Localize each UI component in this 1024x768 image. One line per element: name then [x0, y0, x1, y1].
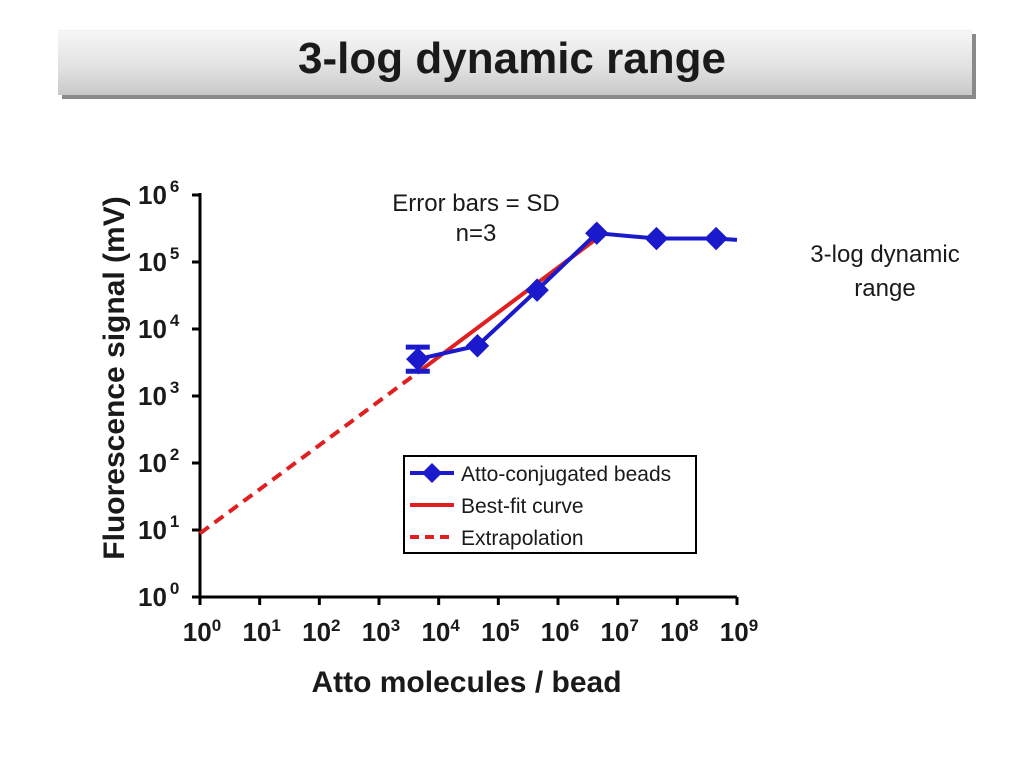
x-tick-label: 109 [720, 616, 758, 647]
legend-label: Atto-conjugated beads [461, 463, 671, 486]
x-tick-label: 105 [481, 616, 519, 647]
data-point-diamond [585, 221, 609, 245]
data-point-diamond [644, 226, 669, 251]
y-tick-label: 10 2 [138, 445, 179, 478]
axes: 100 101 102 103 104 105 106 107 108 109 10 0 10 1 10 2 1… [138, 177, 758, 647]
legend-entry: Extrapolation [410, 527, 584, 550]
annotation-line: Error bars = SD [392, 190, 559, 217]
x-tick-label: 108 [660, 616, 698, 647]
y-tick-label: 10 4 [138, 311, 180, 344]
data-point-diamond [465, 334, 490, 358]
legend-label: Best-fit curve [461, 495, 584, 518]
y-tick-label: 10 3 [138, 378, 179, 411]
chart-labels: Atto molecules / bead Fluorescence signal… [98, 190, 622, 699]
x-tick-label: 101 [242, 616, 280, 647]
x-tick-label: 107 [600, 616, 638, 647]
extrapolation-line [198, 370, 419, 535]
legend-swatch-diamond [422, 463, 442, 483]
data-point-diamond [406, 347, 430, 371]
legend: Atto-conjugated beads Best-fit curve Extra… [403, 455, 697, 554]
y-tick-label: 10 6 [138, 177, 179, 210]
y-tick-label: 10 0 [138, 579, 179, 612]
slide-title: 3-log dynamic range [298, 34, 726, 83]
x-tick-label: 106 [541, 616, 579, 647]
data-series [405, 221, 738, 374]
y-axis-title: Fluorescence signal (mV) [98, 196, 131, 559]
y-tick-label: 10 1 [138, 512, 179, 545]
legend-entry: Best-fit curve [410, 495, 584, 518]
data-point-diamond [525, 278, 549, 302]
data-point-diamond [704, 226, 728, 251]
side-note: 3-log dynamic range [810, 241, 960, 302]
x-tick-label: 104 [421, 616, 460, 647]
x-tick-label: 103 [362, 616, 400, 647]
title-bar [58, 30, 972, 95]
annotation-line: n=3 [456, 220, 497, 247]
beads-series-line [417, 231, 738, 362]
y-tick-label: 10 5 [138, 244, 179, 277]
x-tick-label: 102 [302, 616, 340, 647]
legend-label: Extrapolation [461, 527, 584, 550]
legend-entry: Atto-conjugated beads [410, 463, 671, 486]
x-tick-label: 100 [183, 616, 221, 647]
x-axis-title: Atto molecules / bead [311, 666, 621, 699]
